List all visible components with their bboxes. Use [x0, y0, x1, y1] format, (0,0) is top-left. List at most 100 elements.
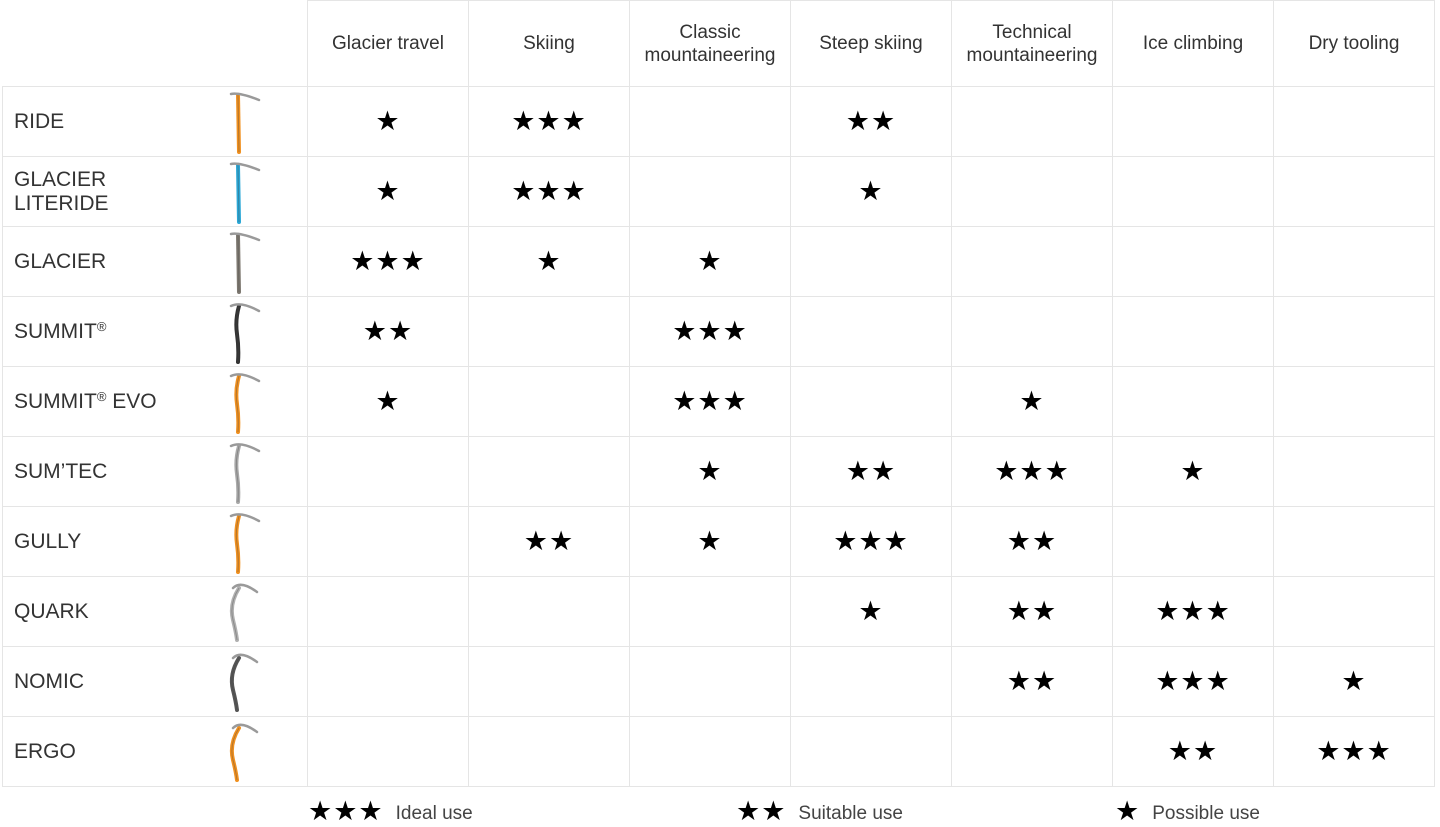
product-name: SUMMIT® EVO — [14, 390, 214, 414]
star-rating-icon: ★ — [697, 456, 723, 487]
rating-cell-ice-climbing — [1112, 156, 1274, 227]
star-rating-icon: ★★ — [362, 316, 414, 347]
rating-cell-dry-tooling — [1273, 226, 1435, 297]
rating-cell-technical-mountaineering: ★★ — [951, 646, 1113, 717]
legend-suitable-use-label: Suitable use — [798, 803, 903, 824]
rating-cell-glacier-travel: ★ — [307, 366, 469, 437]
product-name: GULLY — [14, 530, 214, 554]
product-name-text: SUMMIT — [14, 389, 97, 413]
trademark-symbol: ® — [96, 318, 107, 334]
column-header-steep-skiing: Steep skiing — [790, 0, 952, 87]
star-rating-icon: ★ — [536, 246, 562, 277]
rating-cell-dry-tooling — [1273, 86, 1435, 157]
rating-cell-classic-mountaineering — [629, 86, 791, 157]
product-name: QUARK — [14, 600, 214, 624]
rating-cell-glacier-travel: ★★ — [307, 296, 469, 367]
ice-axe-glacier-literide-icon — [225, 160, 265, 224]
rating-cell-classic-mountaineering — [629, 716, 791, 787]
product-name: SUM’TEC — [14, 460, 214, 484]
product-cell: NOMIC — [2, 646, 308, 717]
rating-cell-steep-skiing: ★ — [790, 156, 952, 227]
product-cell: ERGO — [2, 716, 308, 787]
ice-axe-usage-table: Glacier travel Skiing Classic mountainee… — [2, 0, 1435, 787]
star-rating-icon: ★ — [858, 596, 884, 627]
column-header-ice-climbing: Ice climbing — [1112, 0, 1274, 87]
column-header-classic-mountaineering: Classic mountaineering — [629, 0, 791, 87]
rating-cell-technical-mountaineering: ★★ — [951, 576, 1113, 647]
rating-cell-glacier-travel — [307, 506, 469, 577]
product-cell: GULLY — [2, 506, 308, 577]
rating-cell-ice-climbing — [1112, 366, 1274, 437]
star-rating-icon: ★★ — [845, 456, 897, 487]
star-rating-icon: ★ — [697, 246, 723, 277]
rating-cell-technical-mountaineering: ★ — [951, 366, 1113, 437]
table-row: SUMMIT® EVO ★ ★★★ ★ — [2, 366, 1435, 437]
rating-cell-dry-tooling — [1273, 436, 1435, 507]
table-row: SUMMIT® ★★ ★★★ — [2, 296, 1435, 367]
product-name-text: QUARK — [14, 599, 89, 623]
legend-possible-use: ★ Possible use — [1115, 796, 1260, 826]
rating-cell-technical-mountaineering: ★★★ — [951, 436, 1113, 507]
table-row: QUARK ★ ★★ ★★★ — [2, 576, 1435, 647]
product-name: NOMIC — [14, 670, 214, 694]
star-rating-icon: ★★★ — [672, 386, 748, 417]
star-rating-icon: ★★★ — [1155, 666, 1231, 697]
product-name: SUMMIT® — [14, 320, 214, 344]
product-name-text: SUMMIT — [14, 319, 97, 343]
ice-axe-nomic-icon — [225, 650, 265, 714]
ice-axe-summit-evo-icon — [225, 370, 265, 434]
rating-cell-technical-mountaineering — [951, 226, 1113, 297]
table-row: GLACIER ★★★ ★ ★ — [2, 226, 1435, 297]
ice-axe-quark-icon — [225, 580, 265, 644]
product-cell: SUMMIT® EVO — [2, 366, 308, 437]
star-rating-icon: ★★ — [845, 106, 897, 137]
rating-cell-technical-mountaineering: ★★ — [951, 506, 1113, 577]
product-cell: RIDE — [2, 86, 308, 157]
header-corner — [2, 0, 308, 87]
rating-cell-classic-mountaineering — [629, 646, 791, 717]
table-row: NOMIC ★★ ★★★ ★ — [2, 646, 1435, 717]
legend-ideal-use: ★★★ Ideal use — [308, 796, 473, 826]
rating-cell-steep-skiing — [790, 716, 952, 787]
rating-cell-glacier-travel: ★ — [307, 156, 469, 227]
rating-cell-dry-tooling — [1273, 156, 1435, 227]
star-rating-icon: ★ — [1019, 386, 1045, 417]
rating-cell-glacier-travel — [307, 576, 469, 647]
rating-cell-dry-tooling: ★★★ — [1273, 716, 1435, 787]
star-rating-icon: ★★ — [1006, 666, 1058, 697]
rating-cell-steep-skiing: ★★★ — [790, 506, 952, 577]
star-rating-icon: ★ — [697, 526, 723, 557]
column-header-dry-tooling: Dry tooling — [1273, 0, 1435, 87]
rating-cell-classic-mountaineering: ★★★ — [629, 296, 791, 367]
star-rating-icon: ★★★ — [511, 106, 587, 137]
star-rating-icon: ★ — [375, 386, 401, 417]
column-header-glacier-travel: Glacier travel — [307, 0, 469, 87]
rating-cell-technical-mountaineering — [951, 86, 1113, 157]
trademark-symbol: ® — [96, 388, 107, 404]
product-name-suffix: EVO — [106, 389, 157, 413]
rating-cell-ice-climbing — [1112, 506, 1274, 577]
star-rating-icon: ★ — [1180, 456, 1206, 487]
rating-cell-glacier-travel — [307, 646, 469, 717]
rating-cell-technical-mountaineering — [951, 156, 1113, 227]
star-rating-icon: ★★ — [523, 526, 575, 557]
rating-cell-ice-climbing: ★★ — [1112, 716, 1274, 787]
legend-possible-use-label: Possible use — [1152, 803, 1260, 824]
rating-cell-classic-mountaineering: ★ — [629, 436, 791, 507]
rating-cell-ice-climbing — [1112, 296, 1274, 367]
rating-cell-steep-skiing — [790, 646, 952, 717]
column-header-skiing: Skiing — [468, 0, 630, 87]
legend-three-star-icon: ★★★ — [308, 795, 384, 827]
rating-cell-ice-climbing: ★★★ — [1112, 576, 1274, 647]
product-name-text: GULLY — [14, 529, 82, 553]
star-rating-icon: ★ — [375, 176, 401, 207]
rating-cell-glacier-travel: ★ — [307, 86, 469, 157]
ice-axe-summit-icon — [225, 300, 265, 364]
rating-cell-steep-skiing: ★ — [790, 576, 952, 647]
star-rating-icon: ★★★ — [994, 456, 1070, 487]
star-rating-icon: ★ — [858, 176, 884, 207]
ice-axe-ergo-icon — [225, 720, 265, 784]
ice-axe-sumtec-icon — [225, 440, 265, 504]
star-rating-icon: ★★★ — [672, 316, 748, 347]
table-row: GULLY ★★ ★ ★★★ ★★ — [2, 506, 1435, 577]
